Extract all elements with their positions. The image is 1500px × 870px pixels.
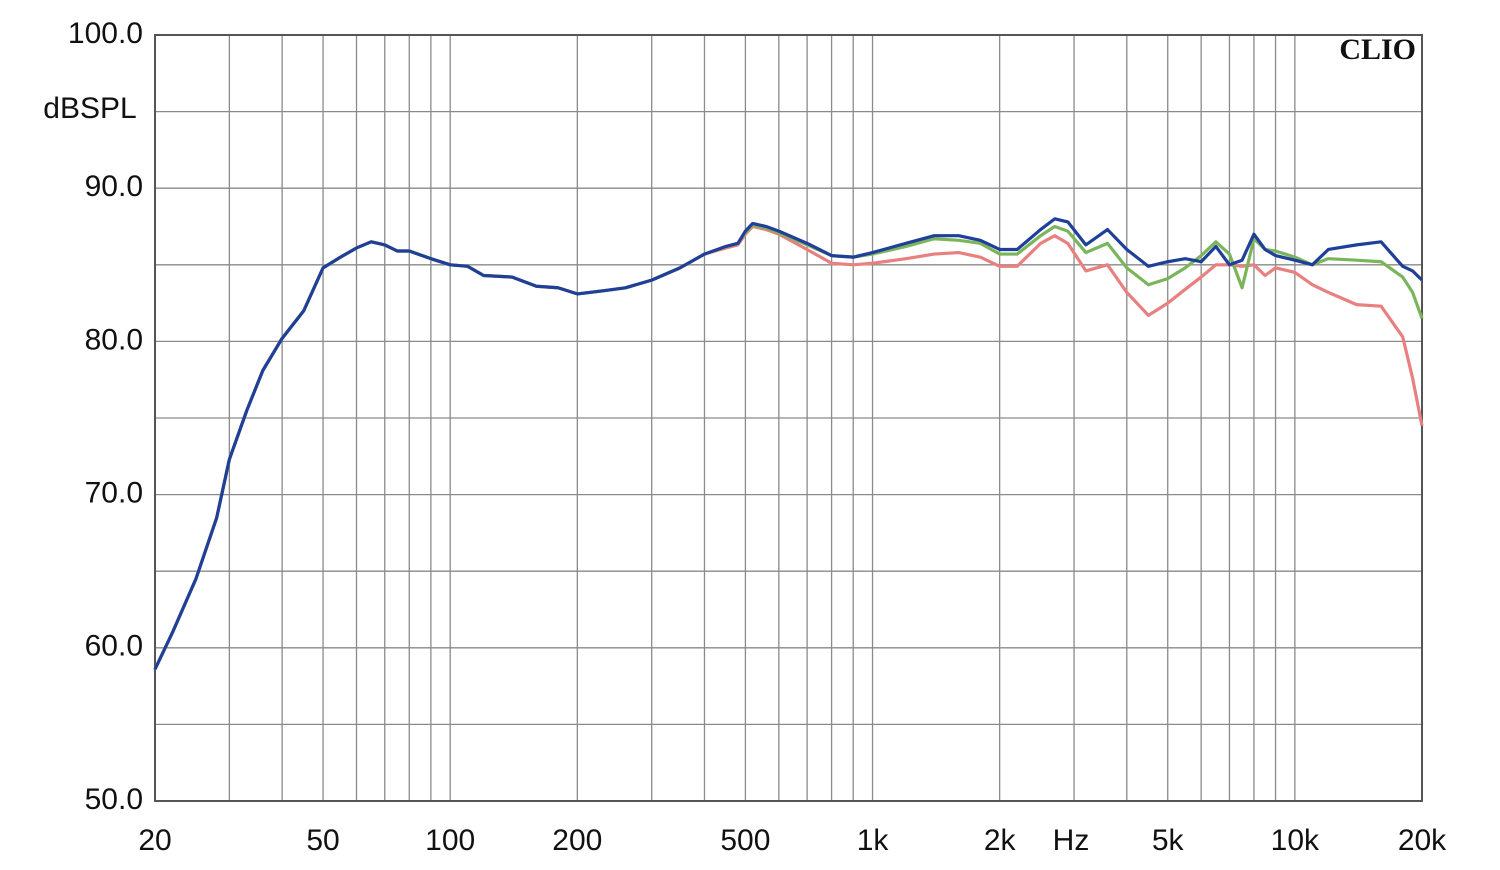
- x-tick-label: 20k: [1398, 824, 1447, 857]
- series-line: [153, 224, 1424, 670]
- y-tick-label: 50.0: [85, 783, 143, 816]
- x-axis-label: Hz: [1053, 824, 1090, 857]
- y-tick-label: 90.0: [85, 170, 143, 203]
- x-tick-label: 500: [720, 824, 770, 857]
- x-tick-label: 1k: [857, 824, 890, 857]
- y-tick-label: 60.0: [85, 630, 143, 663]
- x-tick-label: 100: [425, 824, 475, 857]
- x-tick-label: 5k: [1152, 824, 1185, 857]
- y-axis-label: dBSPL: [43, 92, 136, 125]
- x-tick-label: 200: [552, 824, 602, 857]
- y-tick-label: 80.0: [85, 323, 143, 356]
- series-line: [153, 217, 1424, 670]
- x-tick-label: 50: [306, 824, 339, 857]
- x-tick-label: 10k: [1271, 824, 1320, 857]
- watermark: CLIO: [1339, 33, 1416, 66]
- series-line: [153, 223, 1424, 670]
- y-tick-label: 100.0: [68, 17, 143, 50]
- y-tick-label: 70.0: [85, 477, 143, 510]
- x-tick-label: 20: [138, 824, 171, 857]
- x-tick-label: 2k: [984, 824, 1017, 857]
